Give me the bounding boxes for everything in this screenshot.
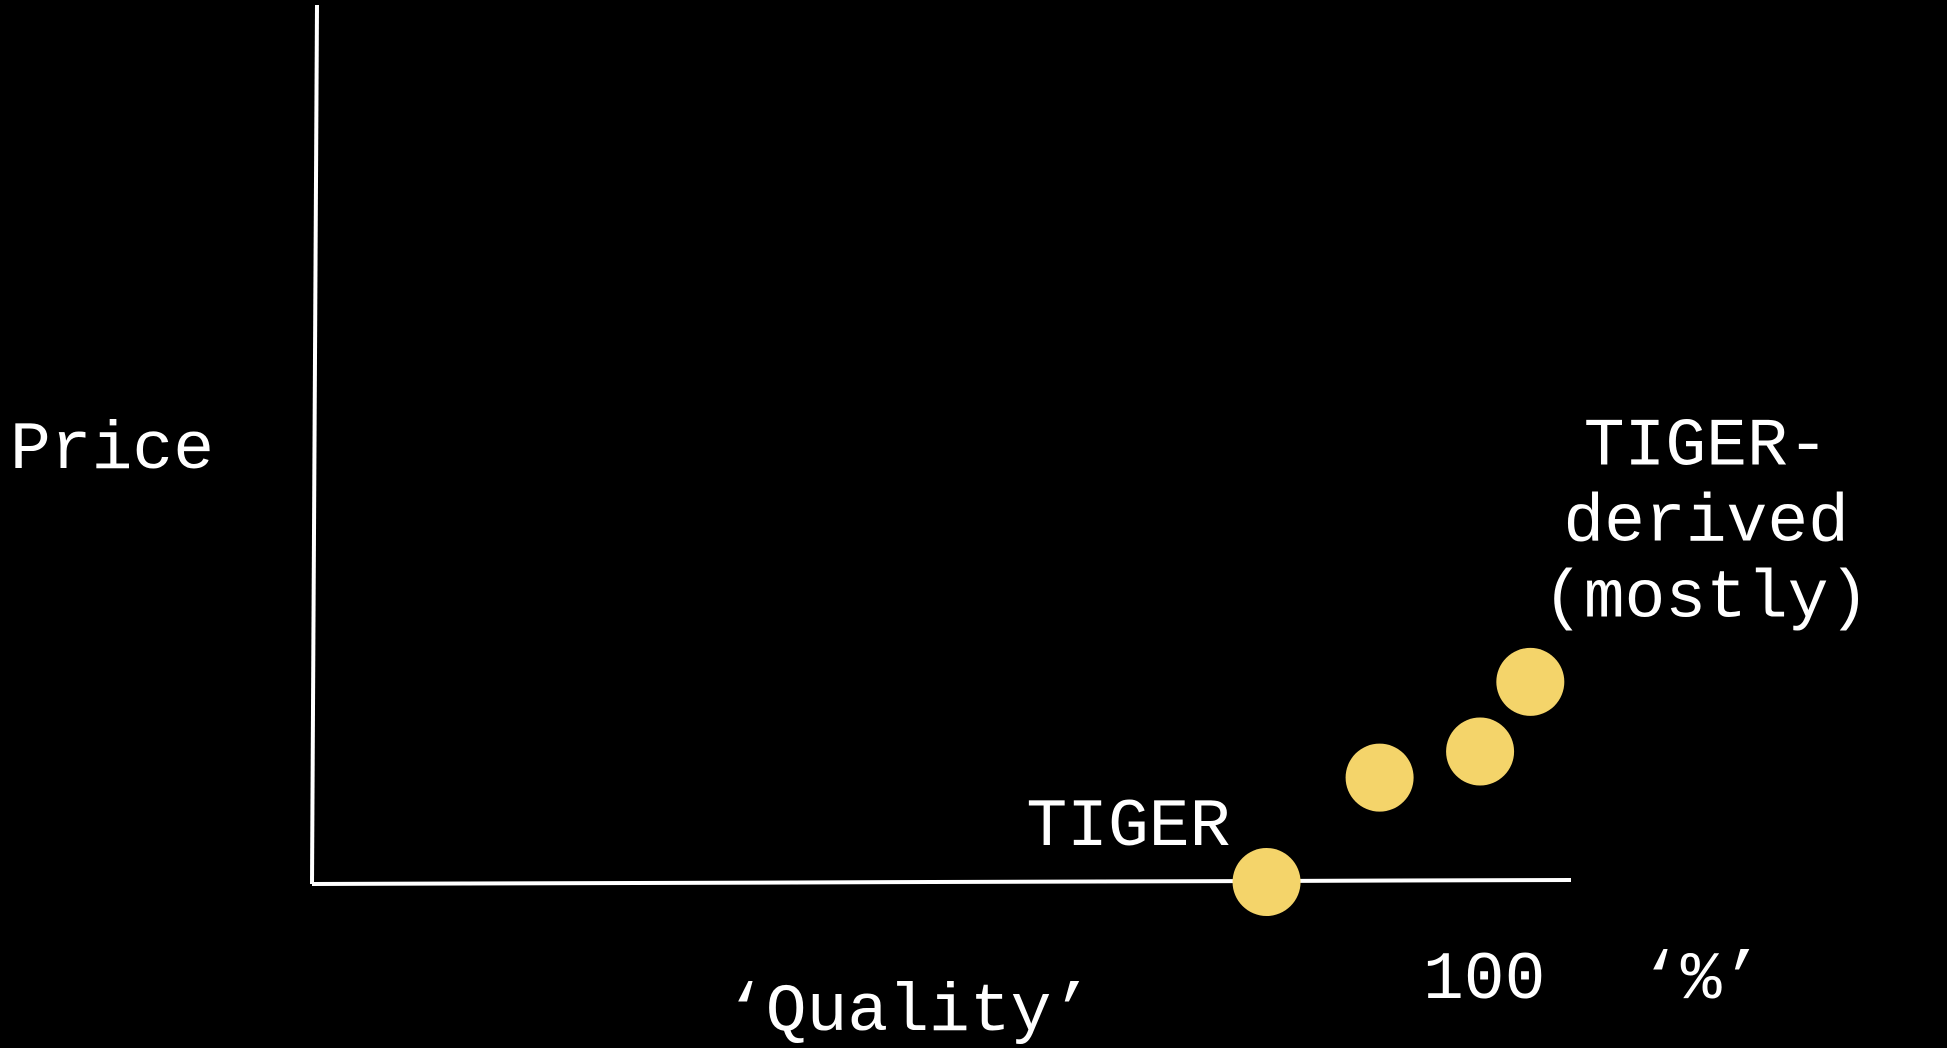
data-point-4 [1496,647,1565,716]
annotation-1-line-1: TIGER [1026,789,1230,866]
annotation-2-line-3: (mostly) [1543,561,1869,638]
y-axis-line [310,4,319,885]
x-axis-line [311,878,1572,886]
annotation-1: TIGER [1026,789,1230,866]
annotation-2: TIGER-derived (mostly) [1543,409,1869,638]
data-point-2 [1345,743,1414,812]
annotation-2-line-2: derived [1563,485,1849,562]
x-axis-label: ‘Quality’ [725,974,1092,1048]
x-unit-label: ‘%’ [1640,942,1762,1019]
y-axis-label: Price [10,412,214,489]
annotations: TIGER TIGER-derived (mostly) [1026,409,1869,866]
annotation-2-line-1: TIGER- [1584,409,1829,486]
scatter-points [1232,647,1565,916]
x-tick-label-100: 100 [1423,942,1545,1019]
data-point-3 [1446,717,1515,786]
data-point-1 [1232,848,1301,916]
